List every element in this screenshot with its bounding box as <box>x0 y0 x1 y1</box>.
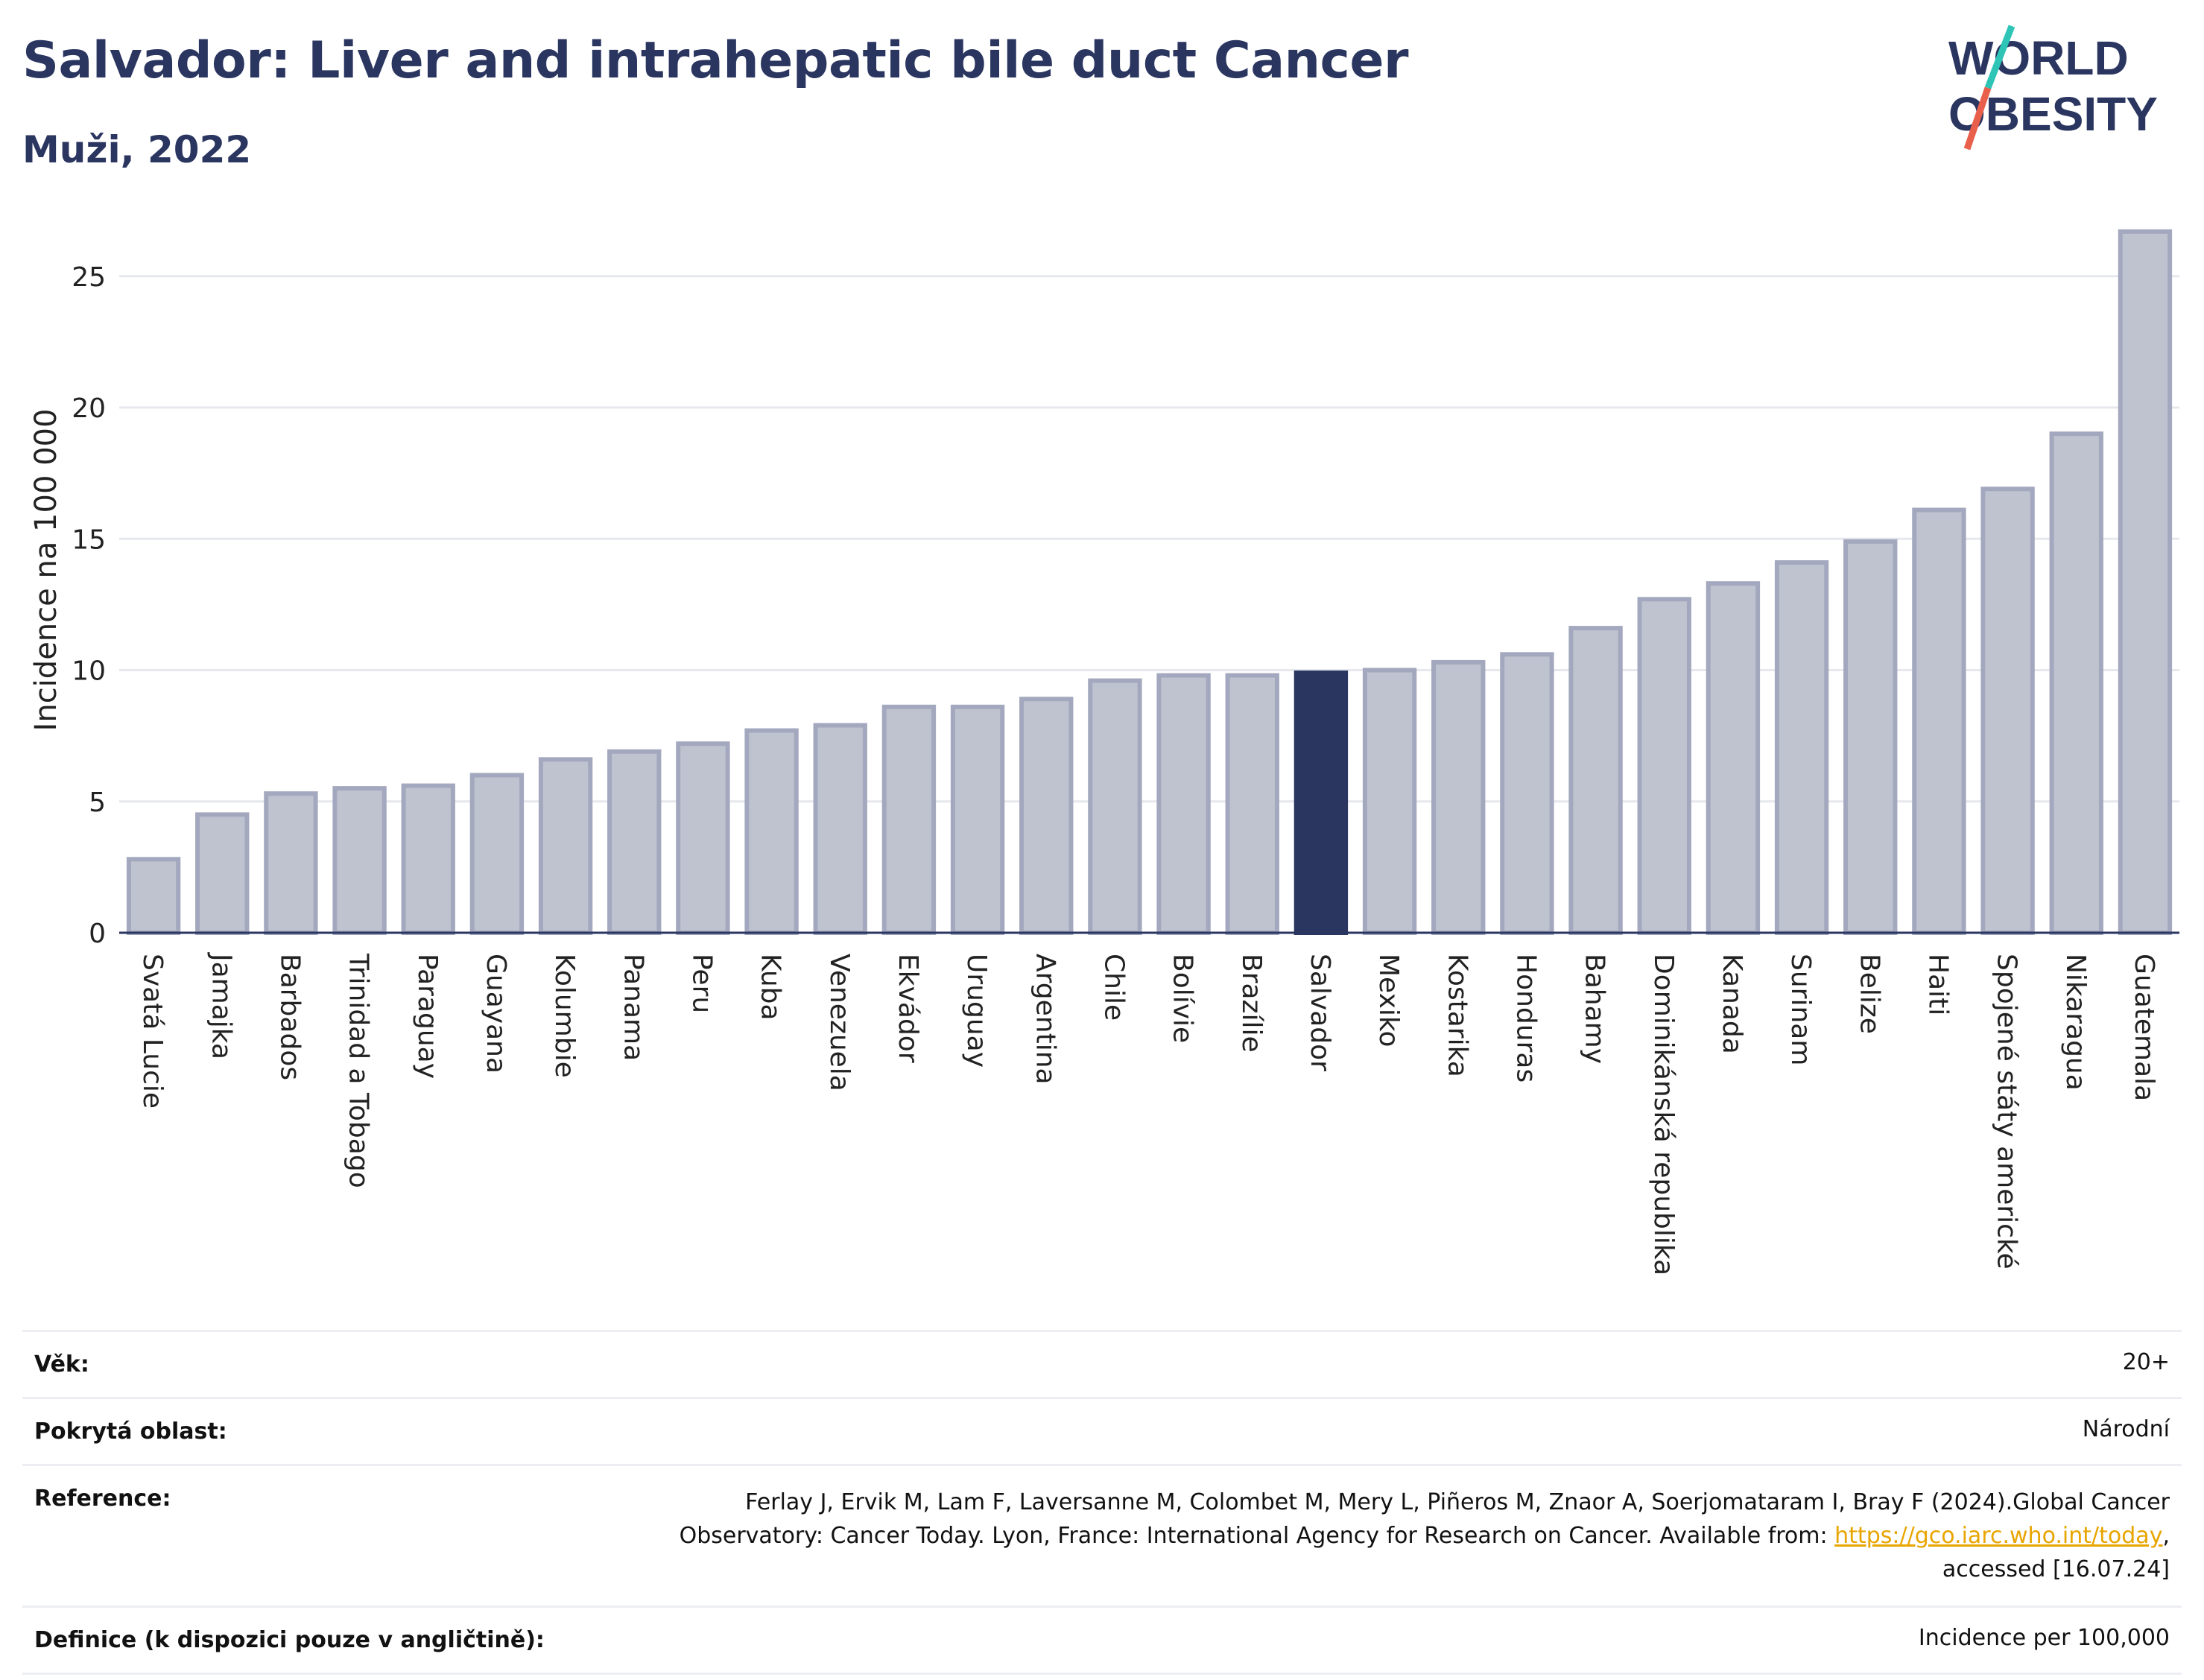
meta-row-coverage: Pokrytá oblast: Národní <box>22 1397 2182 1464</box>
x-tick-label: Mexiko <box>1373 954 1404 1047</box>
bar-svatá-lucie <box>126 857 181 936</box>
x-tick-label: Trinidad a Tobago <box>343 953 374 1188</box>
chart-subtitle: Muži, 2022 <box>22 128 252 171</box>
y-axis-ticks: 0 5 10 15 20 25 <box>72 262 106 949</box>
x-tick-label: Salvador <box>1305 954 1335 1071</box>
x-tick-label: Haiti <box>1922 954 1953 1015</box>
age-value: 20+ <box>2122 1349 2170 1375</box>
reference-line3: accessed [16.07.24] <box>1942 1556 2170 1582</box>
bar-ekvádor <box>881 704 937 935</box>
bar-venezuela <box>813 723 867 936</box>
chart-title: Salvador: Liver and intrahepatic bile du… <box>22 31 1408 90</box>
x-tick-label: Svatá Lucie <box>137 954 168 1109</box>
bar-spojené-státy-americké <box>1980 486 2035 935</box>
bar-honduras <box>1500 652 1554 935</box>
bar-argentina <box>1019 697 1074 936</box>
y-tick-label: 10 <box>72 656 106 687</box>
x-tick-label: Panama <box>618 954 648 1061</box>
meta-row-definition: Definice (k dispozici pouze v angličtině… <box>22 1605 2182 1675</box>
x-tick-label: Kostarika <box>1442 954 1472 1077</box>
bar-bahamy <box>1568 626 1623 935</box>
reference-line1: Ferlay J, Ervik M, Lam F, Laversanne M, … <box>745 1489 2170 1515</box>
y-tick-label: 25 <box>72 262 106 293</box>
coverage-label: Pokrytá oblast: <box>34 1419 227 1445</box>
definition-value: Incidence per 100,000 <box>1918 1625 2170 1651</box>
bar-salvador <box>1293 671 1349 936</box>
meta-row-reference: Reference: Ferlay J, Ervik M, Lam F, Lav… <box>22 1464 2182 1605</box>
coverage-value: Národní <box>2082 1416 2170 1442</box>
bar-surinam <box>1774 560 1829 935</box>
bar-belize <box>1843 539 1898 935</box>
bars <box>126 229 2173 936</box>
x-tick-label: Brazílie <box>1236 954 1267 1053</box>
x-tick-label: Ekvádor <box>893 954 923 1063</box>
x-tick-label: Venezuela <box>824 954 855 1091</box>
x-tick-label: Kanada <box>1717 954 1747 1054</box>
bar-kostarika <box>1431 659 1486 935</box>
meta-row-age: Věk: 20+ <box>22 1330 2182 1397</box>
metadata-table: Věk: 20+ Pokrytá oblast: Národní Referen… <box>22 1330 2182 1675</box>
y-tick-label: 0 <box>89 919 106 949</box>
reference-link[interactable]: https://gco.iarc.who.int/today <box>1834 1523 2163 1549</box>
bar-bolívie <box>1156 673 1211 935</box>
bar-nikaragua <box>2049 431 2103 935</box>
bar-kuba <box>744 728 799 935</box>
y-tick-label: 20 <box>72 393 106 424</box>
x-tick-label: Nikaragua <box>2060 954 2091 1091</box>
bar-uruguay <box>950 704 1005 935</box>
x-tick-label: Kuba <box>756 954 786 1021</box>
x-tick-label: Peru <box>686 954 717 1013</box>
x-tick-label: Honduras <box>1510 954 1541 1083</box>
age-label: Věk: <box>34 1351 89 1378</box>
x-tick-label: Argentina <box>1030 954 1060 1085</box>
y-tick-label: 5 <box>89 787 106 818</box>
reference-line2: Observatory: Cancer Today. Lyon, France:… <box>679 1523 1835 1549</box>
x-tick-label: Kolumbie <box>549 954 580 1078</box>
reference-label: Reference: <box>34 1486 171 1512</box>
x-tick-label: Barbados <box>274 954 305 1080</box>
x-tick-label: Chile <box>1098 954 1129 1021</box>
bar-guatemala <box>2118 229 2173 935</box>
x-tick-label: Dominikánská republika <box>1648 954 1679 1275</box>
bar-brazílie <box>1225 673 1279 935</box>
bar-haiti <box>1912 507 1966 935</box>
definition-label: Definice (k dispozici pouze v angličtině… <box>34 1627 545 1653</box>
x-tick-label: Guayana <box>481 954 511 1074</box>
x-tick-label: Surinam <box>1785 954 1816 1065</box>
world-obesity-logo: WORLD OBESITY <box>1948 25 2158 150</box>
bar-peru <box>676 741 730 936</box>
bar-barbados <box>264 791 318 936</box>
x-tick-label: Uruguay <box>961 954 992 1068</box>
bar-mexiko <box>1362 668 1417 935</box>
y-tick-label: 15 <box>72 524 106 555</box>
bar-kolumbie <box>538 757 593 935</box>
logo-slash-bottom <box>1963 86 1992 150</box>
bar-guayana <box>469 773 525 935</box>
x-tick-label: Spojené státy americké <box>1992 954 2022 1269</box>
bar-jamajka <box>195 812 250 935</box>
bar-chart: 0 5 10 15 20 25 Svatá Lucie Jamajka Barbados Tri… <box>29 229 2179 1275</box>
logo-line1: WORLD <box>1948 31 2129 85</box>
bar-trinidad-a-tobago <box>332 786 387 935</box>
x-tick-label: Paraguay <box>412 954 443 1079</box>
x-tick-label: Jamajka <box>206 952 236 1059</box>
bar-kanada <box>1706 581 1761 935</box>
reference-line2-end: , <box>2162 1523 2170 1549</box>
bar-dominikánská-republika <box>1637 597 1691 935</box>
y-axis-label: Incidence na 100 000 <box>29 409 63 732</box>
gridlines <box>119 275 2179 803</box>
x-tick-label: Belize <box>1854 954 1884 1034</box>
bar-chile <box>1088 678 1142 935</box>
bar-panama <box>607 749 662 936</box>
bar-paraguay <box>401 783 455 935</box>
x-tick-label: Bahamy <box>1580 954 1610 1064</box>
x-tick-label: Bolívie <box>1168 954 1198 1043</box>
x-axis-ticks: Svatá Lucie Jamajka Barbados Trinidad a Tob… <box>137 952 2159 1275</box>
logo-slash-top <box>1984 25 2015 89</box>
x-tick-label: Guatemala <box>2129 954 2159 1101</box>
reference-value: Ferlay J, Ervik M, Lam F, Laversanne M, … <box>680 1486 2170 1586</box>
